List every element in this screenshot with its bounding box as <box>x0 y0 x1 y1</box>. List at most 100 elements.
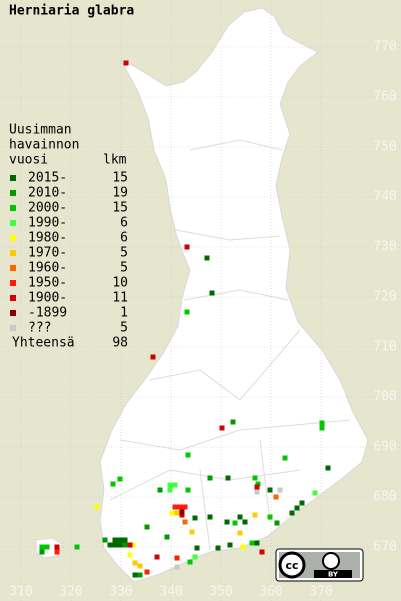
legend-label: 2015- <box>28 171 67 186</box>
observation-square <box>39 549 45 555</box>
observation-square <box>137 572 143 578</box>
observation-square <box>267 487 273 493</box>
y-tick-label: 700 <box>373 390 396 405</box>
observation-square <box>157 487 163 493</box>
observation-square <box>167 487 173 493</box>
legend-swatch <box>10 205 16 211</box>
legend-label: 1980- <box>28 231 67 246</box>
cc-logo: cc <box>285 559 298 572</box>
legend-count: 5 <box>120 246 128 261</box>
x-tick-label: 330 <box>109 585 132 600</box>
observation-square <box>254 489 260 495</box>
legend-count: 19 <box>112 186 128 201</box>
legend-count: 1 <box>120 306 128 321</box>
observation-square <box>259 549 265 555</box>
legend-count: 10 <box>112 276 128 291</box>
observation-square <box>112 537 118 543</box>
observation-square <box>132 560 138 566</box>
total-label: Yhteensä <box>12 336 75 351</box>
observation-square <box>185 487 191 493</box>
legend-label: 1950- <box>28 276 67 291</box>
observation-square <box>177 504 183 510</box>
observation-square <box>277 487 283 493</box>
x-tick-label: 350 <box>209 585 232 600</box>
observation-square <box>122 542 128 548</box>
observation-square <box>174 555 180 561</box>
observation-square <box>117 542 123 548</box>
legend-count: 15 <box>112 201 128 216</box>
observation-square <box>117 537 123 543</box>
observation-square <box>132 572 138 578</box>
observation-square <box>167 482 173 488</box>
observation-square <box>123 60 129 66</box>
observation-square <box>164 534 170 540</box>
observation-square <box>219 425 225 431</box>
x-tick-label: 370 <box>309 585 332 600</box>
observation-square <box>137 563 143 569</box>
legend-swatch <box>10 190 16 196</box>
observation-square <box>179 512 185 518</box>
legend-count: 6 <box>120 231 128 246</box>
observation-square <box>227 542 233 548</box>
observation-square <box>237 514 243 520</box>
legend-swatch <box>10 175 16 181</box>
y-tick-label: 770 <box>373 40 396 55</box>
y-tick-label: 730 <box>373 240 396 255</box>
observation-square <box>192 515 198 521</box>
observation-square <box>207 475 213 481</box>
observation-square <box>39 544 45 550</box>
observation-square <box>107 542 113 548</box>
y-tick-label: 720 <box>373 290 396 305</box>
observation-square <box>282 455 288 461</box>
cc-circle <box>278 551 306 579</box>
observation-square <box>182 519 188 525</box>
legend-count-header: lkm <box>103 153 127 168</box>
observation-square <box>127 552 133 558</box>
observation-square <box>54 544 60 550</box>
observation-square <box>174 510 180 516</box>
observation-square <box>230 419 236 425</box>
observation-square <box>255 481 261 487</box>
observation-square <box>187 559 193 565</box>
legend-label: 1900- <box>28 291 67 306</box>
total-value: 98 <box>112 336 128 351</box>
by-strip <box>314 570 352 578</box>
observation-square <box>224 519 230 525</box>
observation-square <box>254 540 260 546</box>
observation-square <box>237 530 243 536</box>
observation-square <box>225 475 231 481</box>
observation-square <box>110 481 116 487</box>
legend-count: 6 <box>120 216 128 231</box>
legend-title: havainnon <box>9 138 79 153</box>
observation-square <box>252 475 258 481</box>
observation-square <box>319 420 325 426</box>
observation-square <box>122 537 128 543</box>
legend-count: 5 <box>120 321 128 336</box>
finland-outline <box>99 7 369 583</box>
observation-square <box>144 569 150 575</box>
map-title: Herniaria glabra <box>9 4 134 19</box>
observation-square <box>215 545 221 551</box>
legend-count: 5 <box>120 261 128 276</box>
legend-count: 11 <box>112 291 128 306</box>
legend-swatch <box>10 295 16 301</box>
observation-square <box>102 537 108 543</box>
observation-square <box>209 290 215 296</box>
observation-square <box>289 510 295 516</box>
y-tick-label: 670 <box>373 540 396 555</box>
observation-square <box>319 425 325 431</box>
land <box>35 7 369 583</box>
observation-square <box>249 540 255 546</box>
observation-square <box>274 520 280 526</box>
legend-swatch <box>10 280 16 286</box>
observation-square <box>312 490 318 496</box>
by-icon <box>322 552 340 570</box>
legend-label: -1899 <box>28 306 67 321</box>
observation-square <box>127 542 133 548</box>
observation-square <box>184 244 190 250</box>
legend-label: ??? <box>28 321 51 336</box>
observation-square <box>154 554 160 560</box>
